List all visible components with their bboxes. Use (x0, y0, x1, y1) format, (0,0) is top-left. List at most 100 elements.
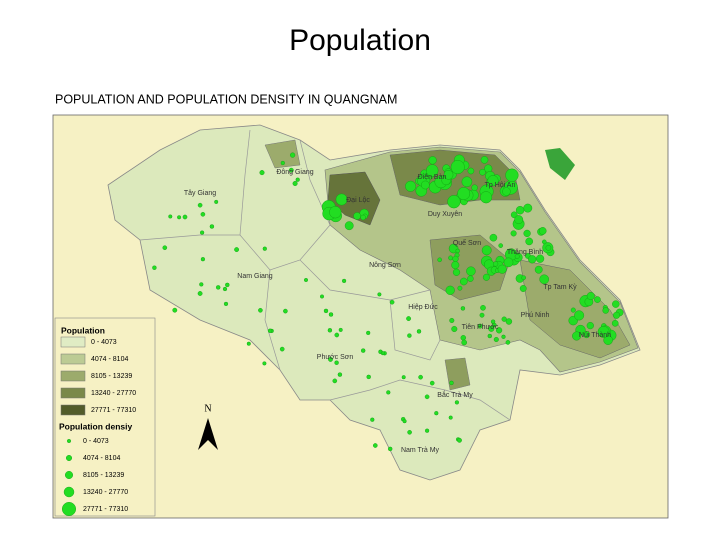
legend-label: 0 - 4073 (91, 339, 117, 346)
density-dot (461, 176, 473, 188)
density-dot (386, 390, 391, 395)
density-dot (449, 380, 454, 386)
density-dot (498, 243, 504, 248)
density-dot (177, 215, 182, 220)
density-dot (429, 380, 435, 386)
density-dot (360, 214, 366, 221)
density-dot (172, 307, 178, 313)
density-dot (290, 152, 296, 158)
density-dot (613, 311, 621, 319)
legend-label: 8105 - 13239 (83, 472, 124, 479)
density-dot (452, 268, 461, 276)
density-dot (353, 212, 361, 220)
density-dot (283, 308, 288, 314)
density-dot (335, 193, 348, 206)
density-dot (448, 415, 453, 420)
density-dot (480, 156, 489, 164)
density-dot (451, 261, 460, 270)
density-dot (418, 374, 423, 380)
density-dot (449, 318, 455, 324)
legend-symbol (65, 455, 72, 462)
density-dot (480, 191, 493, 204)
density-dot (370, 417, 375, 422)
density-dot (168, 214, 173, 219)
density-dot (279, 346, 285, 352)
legend-label: 4074 - 8104 (91, 356, 128, 363)
district-label: Tp Hội An (485, 182, 516, 189)
density-dot (467, 167, 475, 175)
density-dot (329, 206, 342, 219)
density-dot (535, 254, 545, 263)
density-dot (461, 339, 468, 346)
district-label: Tp Tam Kỳ (543, 284, 577, 291)
density-dot (457, 285, 463, 291)
density-dot (501, 316, 507, 322)
density-dot (258, 307, 263, 313)
density-dot (425, 428, 430, 433)
density-dot (437, 257, 443, 263)
legend-label: 4074 - 8104 (83, 455, 120, 462)
density-dot (407, 429, 412, 435)
district-border (239, 129, 331, 271)
density-dot (497, 264, 507, 274)
density-dot (225, 282, 230, 288)
density-dot (361, 348, 366, 353)
density-dot (586, 292, 595, 301)
district-border (329, 379, 511, 421)
density-dot (493, 337, 499, 343)
district-label: Nông Sơn (369, 262, 401, 269)
density-dot (366, 374, 371, 380)
density-dot (515, 205, 525, 215)
density-dot (477, 323, 483, 329)
density-dot (328, 312, 334, 317)
legend-swatch (60, 387, 86, 399)
density-dot (295, 177, 300, 182)
legend-label: 8105 - 13239 (91, 373, 132, 380)
density-dot (416, 329, 422, 334)
density-dot (402, 419, 407, 424)
density-dot (523, 203, 533, 213)
density-dot (223, 301, 229, 306)
density-dot (209, 224, 215, 229)
district-label: Bắc Trà My (437, 390, 473, 399)
density-dot (372, 443, 378, 448)
density-dot (407, 333, 412, 338)
density-dot (489, 233, 498, 242)
density-dot (455, 248, 460, 254)
density-dot (457, 437, 462, 443)
density-dot (510, 230, 517, 237)
district-label: Đại Lộc (346, 197, 370, 204)
district-border (299, 259, 431, 301)
density-dot (528, 255, 537, 264)
density-dot (389, 299, 395, 305)
density-dot (542, 239, 547, 245)
density-dot (259, 170, 265, 176)
density-dot (519, 285, 527, 292)
density-dot (471, 184, 478, 191)
density-dot (611, 319, 619, 327)
title: Population (289, 24, 431, 57)
district-border (139, 234, 240, 241)
density-dot (534, 265, 543, 274)
legend-symbol (62, 502, 77, 517)
density-dot (401, 375, 406, 380)
density-dot (460, 335, 466, 341)
density-dot (502, 187, 511, 196)
density-dot (337, 372, 343, 377)
density-dot (454, 400, 459, 405)
density-dot (493, 261, 499, 267)
north-arrow-shape (198, 418, 218, 450)
density-dot (501, 334, 506, 339)
density-dot (447, 195, 461, 209)
district-label: Thăng Bình (507, 249, 543, 256)
legend-label: 27771 - 77310 (91, 407, 136, 414)
density-dot (457, 187, 471, 200)
density-dot (539, 274, 550, 285)
density-dot (479, 312, 485, 318)
density-dot (420, 180, 430, 190)
density-dot (583, 331, 591, 339)
density-dot (479, 168, 486, 176)
density-dot (152, 265, 157, 270)
density-dot (304, 278, 309, 283)
